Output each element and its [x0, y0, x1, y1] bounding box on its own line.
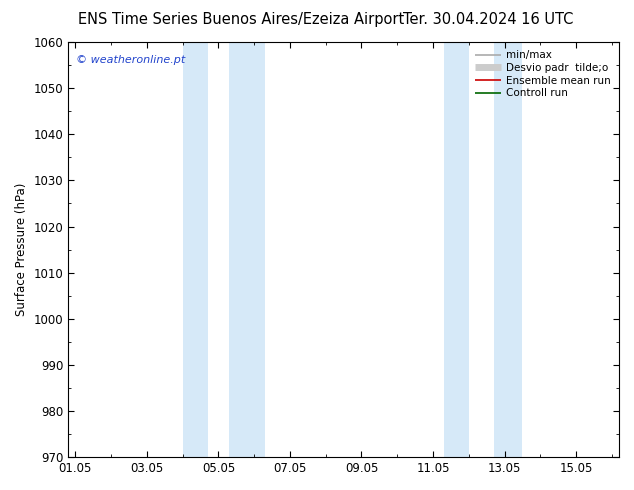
Text: ENS Time Series Buenos Aires/Ezeiza Airport: ENS Time Series Buenos Aires/Ezeiza Airp… — [78, 12, 404, 27]
Text: Ter. 30.04.2024 16 UTC: Ter. 30.04.2024 16 UTC — [403, 12, 573, 27]
Bar — [494, 42, 522, 457]
Text: © weatheronline.pt: © weatheronline.pt — [77, 54, 186, 65]
Bar — [183, 42, 208, 457]
Bar — [444, 42, 469, 457]
Bar — [229, 42, 265, 457]
Legend: min/max, Desvio padr  tilde;o, Ensemble mean run, Controll run: min/max, Desvio padr tilde;o, Ensemble m… — [472, 47, 614, 101]
Y-axis label: Surface Pressure (hPa): Surface Pressure (hPa) — [15, 183, 28, 316]
